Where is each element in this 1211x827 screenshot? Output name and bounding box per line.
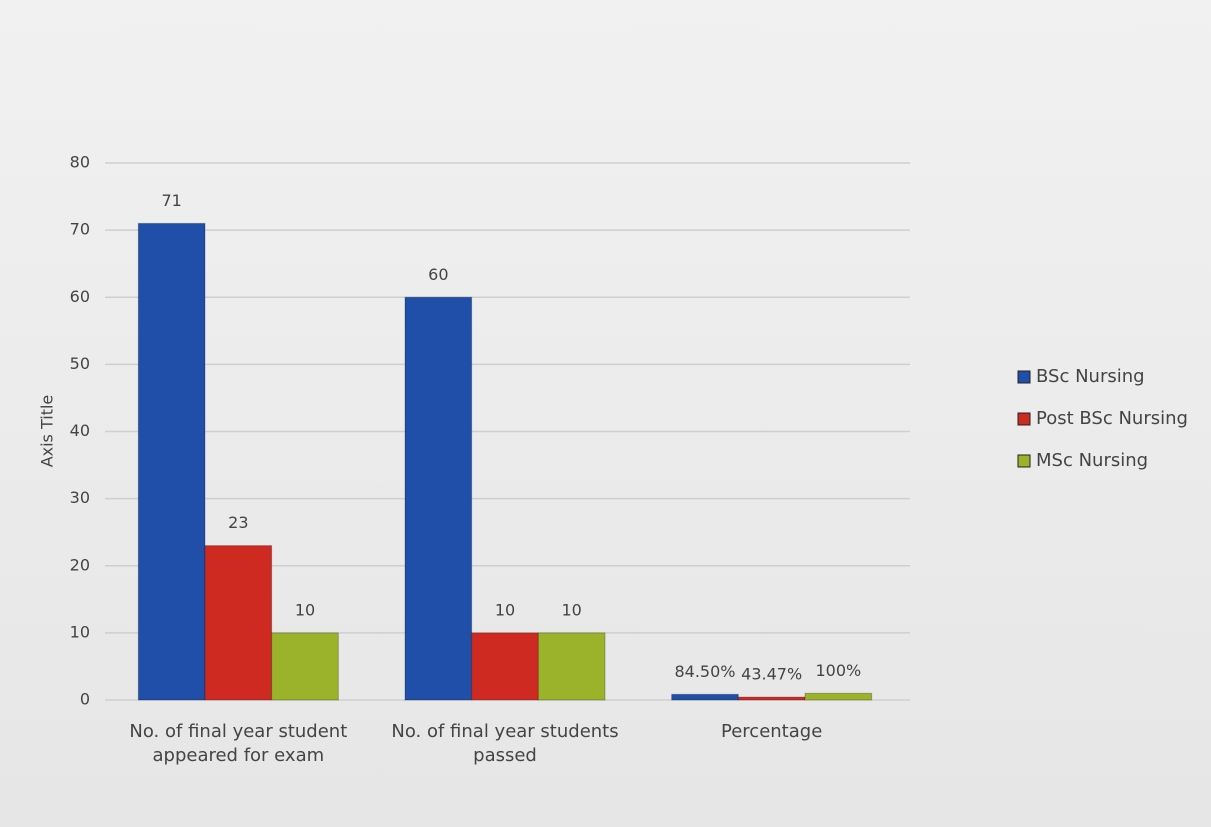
x-tick-label: Percentage [721, 721, 823, 742]
bar [137, 222, 206, 701]
y-tick-label: 60 [70, 287, 90, 306]
bar [671, 693, 739, 701]
legend-label: Post BSc Nursing [1036, 408, 1188, 429]
x-tick-label: No. of final year students passed [391, 721, 619, 766]
data-label: 43.47% [741, 665, 802, 684]
bar [537, 632, 606, 701]
data-label: 60 [428, 265, 448, 284]
y-tick-label: 80 [70, 153, 90, 172]
legend-swatch [1017, 412, 1031, 426]
bar [471, 632, 539, 701]
y-tick-label: 70 [70, 220, 90, 239]
legend-label: BSc Nursing [1036, 366, 1145, 387]
legend-label: MSc Nursing [1036, 450, 1148, 471]
data-label: 10 [561, 600, 581, 619]
legend-swatch [1017, 370, 1031, 384]
y-tick-label: 40 [70, 421, 90, 440]
data-label: 10 [495, 600, 515, 619]
bar [271, 632, 339, 701]
data-label: 23 [228, 513, 248, 532]
y-axis-title: Axis Title [38, 395, 57, 468]
data-label: 71 [161, 191, 181, 210]
data-label: 84.50% [674, 662, 735, 681]
bar [204, 545, 273, 701]
y-tick-label: 30 [70, 488, 90, 507]
legend-swatch [1017, 454, 1031, 468]
x-tick-label: No. of final year student appeared for e… [129, 721, 348, 766]
data-label: 10 [295, 600, 315, 619]
bar [404, 296, 473, 701]
y-tick-label: 20 [70, 555, 90, 574]
y-tick-label: 50 [70, 354, 90, 373]
bar [804, 692, 873, 701]
data-label: 100% [815, 661, 861, 680]
bar [737, 696, 806, 701]
y-tick-label: 0 [80, 690, 90, 709]
y-tick-label: 10 [70, 622, 90, 641]
